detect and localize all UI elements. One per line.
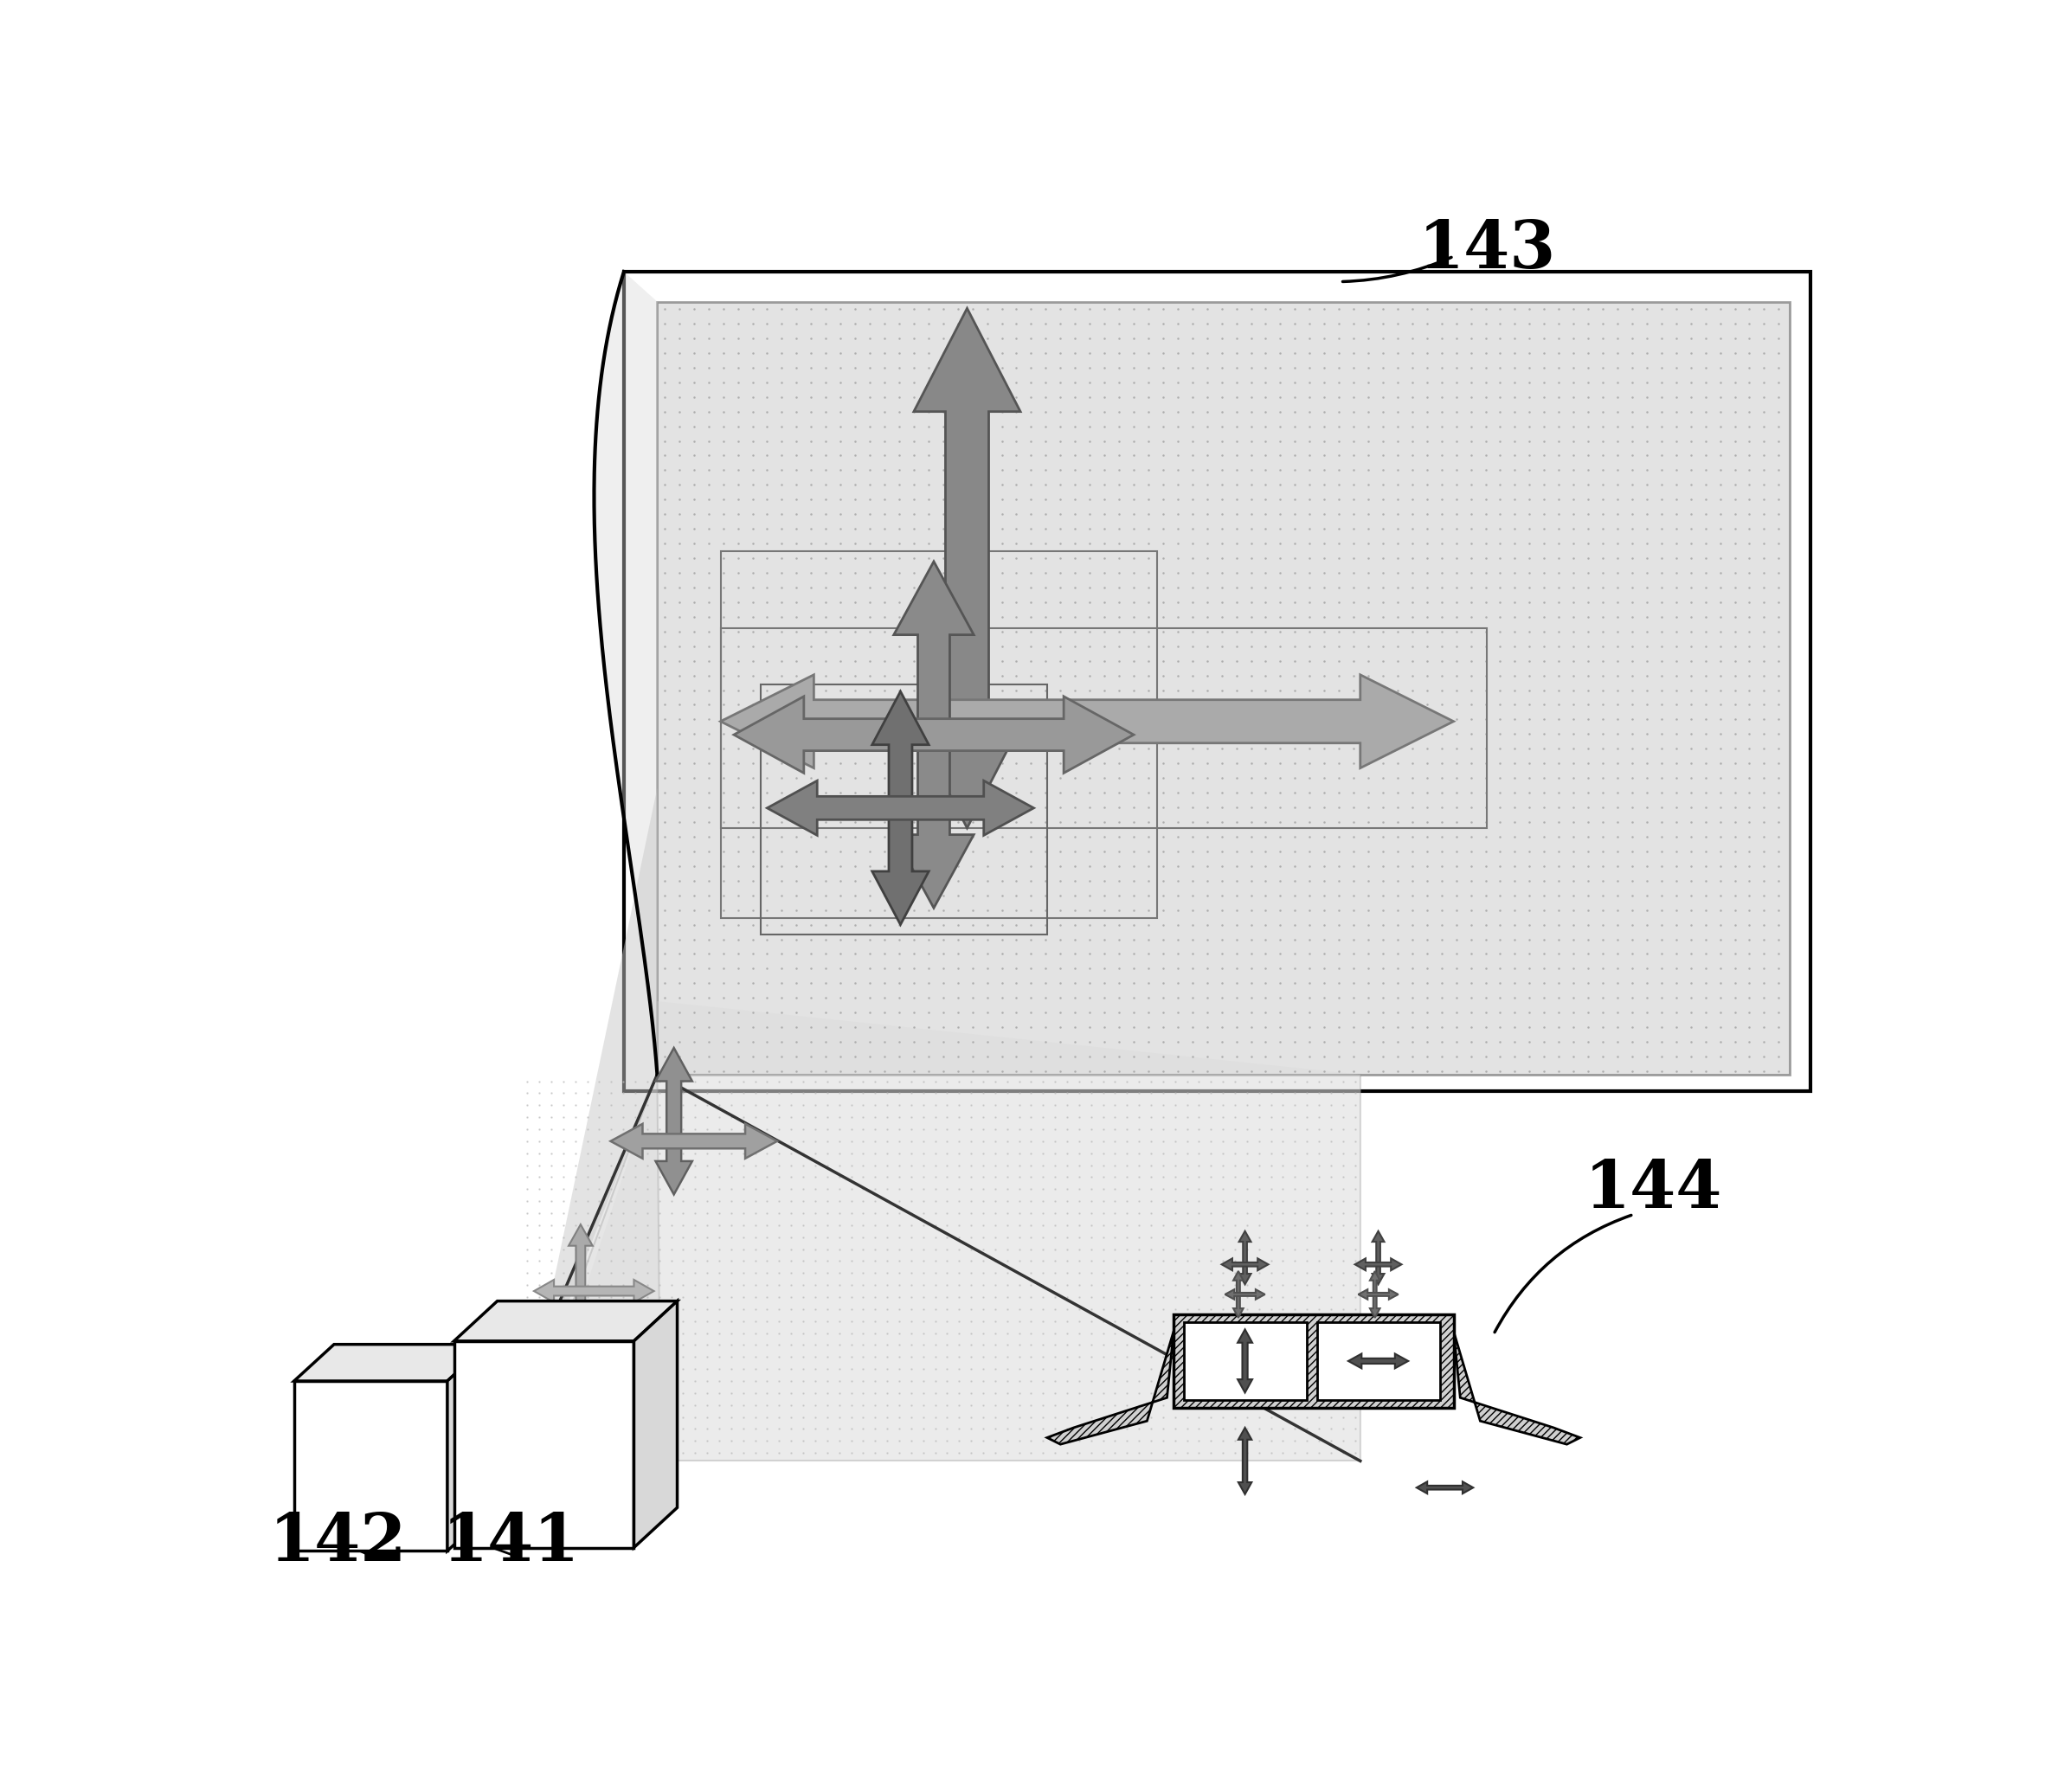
Polygon shape	[894, 561, 973, 909]
Polygon shape	[1239, 1428, 1252, 1495]
Bar	[1317, 1322, 1440, 1400]
Polygon shape	[720, 676, 1454, 769]
Text: 141: 141	[442, 1511, 579, 1575]
Bar	[656, 301, 1789, 1075]
Polygon shape	[1221, 1258, 1268, 1271]
Bar	[720, 552, 1157, 918]
Polygon shape	[611, 1124, 777, 1158]
Polygon shape	[1348, 1353, 1409, 1369]
Text: 143: 143	[1417, 217, 1556, 281]
Polygon shape	[1358, 1290, 1399, 1299]
Polygon shape	[595, 272, 656, 1075]
Polygon shape	[656, 1048, 691, 1195]
Text: 144: 144	[1585, 1158, 1722, 1222]
Bar	[1184, 1322, 1307, 1400]
Polygon shape	[1356, 1258, 1401, 1271]
Bar	[720, 629, 1487, 828]
Polygon shape	[1454, 1331, 1581, 1444]
Polygon shape	[767, 781, 1033, 835]
Polygon shape	[914, 308, 1020, 828]
Polygon shape	[534, 1279, 654, 1303]
Bar	[454, 1340, 634, 1548]
Polygon shape	[528, 1002, 1360, 1460]
Polygon shape	[505, 1328, 521, 1394]
Polygon shape	[513, 1075, 661, 1460]
Polygon shape	[634, 1301, 677, 1548]
Polygon shape	[1372, 1231, 1384, 1285]
Polygon shape	[1225, 1290, 1266, 1299]
Bar	[294, 1382, 448, 1550]
Bar	[1174, 1314, 1454, 1409]
Polygon shape	[734, 697, 1133, 772]
Polygon shape	[513, 1075, 1360, 1460]
Polygon shape	[1237, 1330, 1252, 1392]
Polygon shape	[454, 1301, 677, 1340]
Polygon shape	[481, 1367, 560, 1382]
Polygon shape	[1233, 1271, 1243, 1317]
Polygon shape	[1370, 1271, 1380, 1317]
Polygon shape	[871, 692, 928, 925]
Polygon shape	[448, 1344, 487, 1550]
Bar	[624, 272, 1810, 1091]
Polygon shape	[569, 1224, 593, 1324]
Polygon shape	[294, 1344, 487, 1382]
Bar	[761, 685, 1047, 935]
Polygon shape	[1417, 1482, 1472, 1493]
Text: 142: 142	[268, 1511, 407, 1575]
Polygon shape	[528, 788, 656, 1409]
Polygon shape	[1047, 1331, 1174, 1444]
Polygon shape	[1239, 1231, 1252, 1285]
